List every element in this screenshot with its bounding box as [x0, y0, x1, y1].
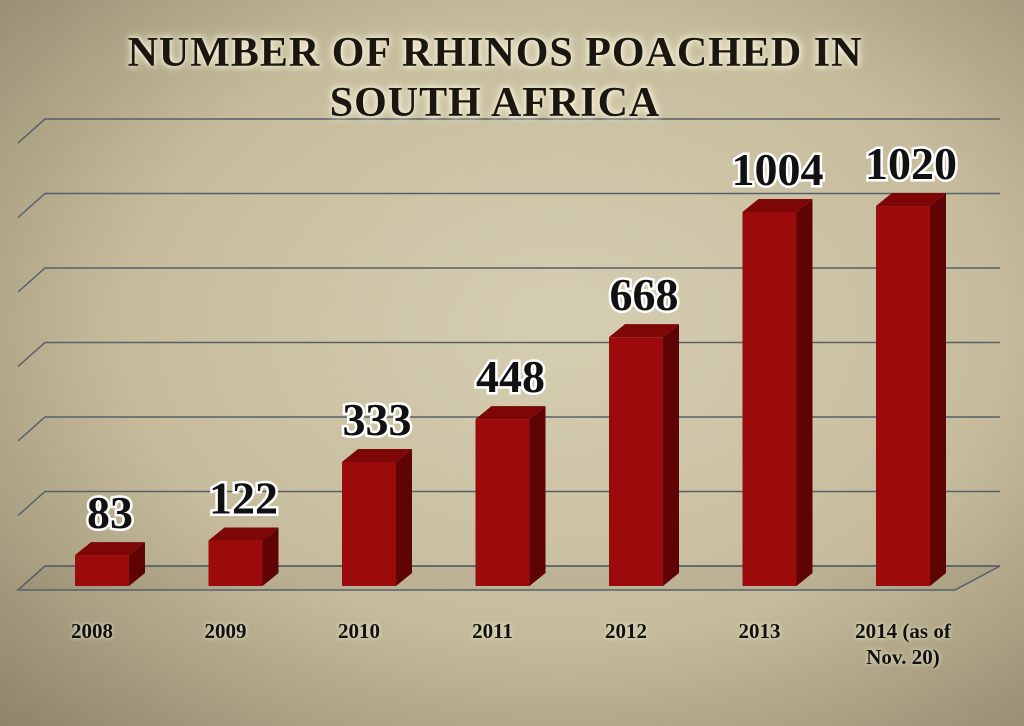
x-tick-label: 2010: [338, 619, 380, 643]
value-label: 83: [87, 487, 133, 538]
value-label: 448: [476, 351, 545, 402]
bar-side: [262, 527, 279, 586]
value-label: 668: [610, 269, 679, 320]
bar: [742, 199, 813, 586]
bar: [876, 193, 946, 587]
bar-side: [930, 193, 946, 587]
bar-top: [475, 406, 546, 420]
grid-line: [17, 192, 1000, 219]
bar-side: [396, 448, 412, 586]
bar-front: [742, 212, 797, 586]
bar: [75, 542, 145, 586]
bar: [475, 406, 546, 586]
x-tick-label: 2012: [605, 619, 647, 643]
x-tick-label: 2011: [472, 619, 513, 643]
chart-title: NUMBER OF RHINOS POACHED IN SOUTH AFRICA: [127, 30, 863, 126]
x-tick-label: 2013: [738, 619, 781, 643]
x-tick-label: 2008: [71, 619, 113, 643]
bar-top: [742, 199, 813, 213]
bar: [208, 527, 279, 586]
bar-front: [609, 337, 663, 586]
grid-line: [17, 341, 1000, 368]
bar-front: [342, 461, 396, 586]
bar-front: [75, 555, 129, 586]
grid-line: [17, 565, 1000, 591]
bar: [342, 448, 412, 586]
bar-top: [876, 193, 946, 207]
value-label: 333: [343, 394, 412, 445]
value-label: 1020: [865, 138, 957, 189]
value-label: 1004: [732, 144, 824, 195]
grid-line: [17, 490, 1000, 517]
bar-top: [208, 527, 279, 541]
bar-side: [796, 199, 813, 586]
bar-top: [609, 324, 679, 338]
x-tick-label: 2009: [204, 619, 247, 643]
grid-line: [17, 118, 1000, 144]
bar-front: [876, 206, 930, 587]
bar-front: [208, 540, 263, 586]
bar-top: [342, 448, 412, 462]
bar: [609, 324, 679, 586]
grid-line: [17, 267, 1000, 293]
bar-top: [75, 542, 145, 556]
grid-line: [17, 416, 1000, 442]
x-tick-label: 2014 (as of Nov. 20): [855, 619, 951, 669]
bar-side: [663, 324, 679, 586]
bar-side: [529, 406, 546, 586]
bar-side: [129, 542, 145, 586]
bar-front: [475, 419, 530, 586]
value-label: 122: [209, 473, 278, 524]
